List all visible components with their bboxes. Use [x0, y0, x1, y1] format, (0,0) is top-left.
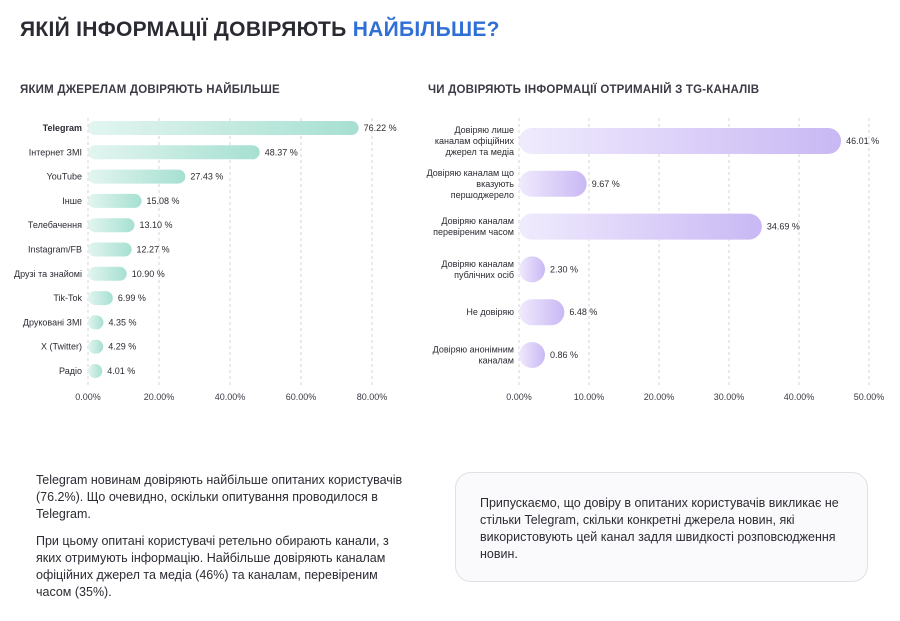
page-title: ЯКІЙ ІНФОРМАЦІЇ ДОВІРЯЮТЬ НАЙБІЛЬШЕ?	[20, 18, 500, 42]
value-label: 4.29 %	[108, 342, 136, 352]
value-label: 4.01 %	[107, 366, 135, 376]
value-label: 0.86 %	[550, 350, 578, 360]
category-label: Друковані ЗМІ	[23, 317, 82, 327]
bar	[519, 128, 842, 154]
value-label: 12.27 %	[137, 245, 170, 255]
callout-text: Припускаємо, що довіру в опитаних корист…	[480, 496, 839, 561]
x-tick-label: 40.00%	[215, 392, 246, 402]
category-label: YouTube	[47, 172, 82, 182]
category-label: Інтернет ЗМІ	[29, 147, 82, 157]
bar	[88, 145, 260, 160]
value-label: 27.43 %	[190, 172, 223, 182]
value-label: 9.67 %	[592, 179, 620, 189]
bar	[88, 291, 113, 306]
category-label: Довіряю каналам публічних осіб	[441, 259, 514, 280]
category-label: Не довіряю	[466, 307, 514, 317]
x-tick-label: 0.00%	[506, 392, 532, 402]
x-tick-label: 50.00%	[854, 392, 885, 402]
bar	[519, 213, 762, 240]
bar	[88, 339, 104, 354]
category-label: Довіряю лише каналам офіційних джерел та м…	[435, 125, 515, 157]
left-note-paragraph-1: Telegram новинам довіряють найбільше опи…	[36, 473, 403, 521]
page-title-accent: НАЙБІЛЬШЕ?	[352, 18, 500, 41]
page-title-main: ЯКІЙ ІНФОРМАЦІЇ ДОВІРЯЮТЬ	[20, 18, 353, 41]
category-label: Друзі та знайомі	[14, 269, 82, 279]
category-label: Довіряю каналам що вказують першоджерело	[427, 168, 515, 200]
category-label: Телебачення	[28, 220, 82, 230]
bar	[519, 170, 587, 197]
bar	[519, 342, 545, 368]
bar	[88, 266, 127, 281]
x-tick-label: 0.00%	[75, 392, 101, 402]
value-label: 6.99 %	[118, 293, 146, 303]
left-note-paragraph-2: При цьому опитані користувачі ретельно о…	[36, 534, 389, 599]
bar	[88, 169, 186, 184]
category-label: X (Twitter)	[41, 342, 82, 352]
value-label: 48.37 %	[265, 147, 298, 157]
bar	[88, 218, 135, 233]
bar	[88, 121, 359, 135]
category-label: Довіряю анонімним каналам	[433, 345, 514, 366]
bar	[88, 242, 132, 257]
bar	[88, 315, 104, 330]
chart-right-title: ЧИ ДОВІРЯЮТЬ ІНФОРМАЦІЇ ОТРИМАНІЙ З TG-К…	[428, 84, 760, 96]
x-tick-label: 20.00%	[644, 392, 675, 402]
left-note: Telegram новинам довіряють найбільше опи…	[36, 472, 416, 611]
value-label: 10.90 %	[132, 269, 165, 279]
value-label: 13.10 %	[140, 220, 173, 230]
value-label: 6.48 %	[569, 307, 597, 317]
value-label: 4.35 %	[108, 317, 136, 327]
x-tick-label: 10.00%	[574, 392, 605, 402]
bar	[519, 299, 565, 326]
value-label: 76.22 %	[364, 123, 397, 133]
category-label: Tik-Tok	[53, 293, 82, 303]
value-label: 2.30 %	[550, 264, 578, 274]
chart-left-title: ЯКИМ ДЖЕРЕЛАМ ДОВІРЯЮТЬ НАЙБІЛЬШЕ	[20, 84, 280, 96]
category-label: Довіряю каналам перевіреним часом	[433, 216, 514, 237]
category-label: Instagram/FB	[28, 245, 82, 255]
bar	[88, 364, 103, 378]
x-tick-label: 40.00%	[784, 392, 815, 402]
category-label: Telegram	[43, 123, 82, 133]
bar	[88, 193, 142, 208]
x-tick-label: 20.00%	[144, 392, 175, 402]
x-tick-label: 30.00%	[714, 392, 745, 402]
callout-box: Припускаємо, що довіру в опитаних корист…	[455, 472, 868, 582]
x-tick-label: 80.00%	[357, 392, 388, 402]
value-label: 15.08 %	[147, 196, 180, 206]
value-label: 46.01 %	[846, 136, 879, 146]
bar	[519, 256, 545, 283]
value-label: 34.69 %	[767, 222, 800, 232]
x-tick-label: 60.00%	[286, 392, 317, 402]
category-label: Радіо	[59, 366, 82, 376]
category-label: Інше	[62, 196, 82, 206]
